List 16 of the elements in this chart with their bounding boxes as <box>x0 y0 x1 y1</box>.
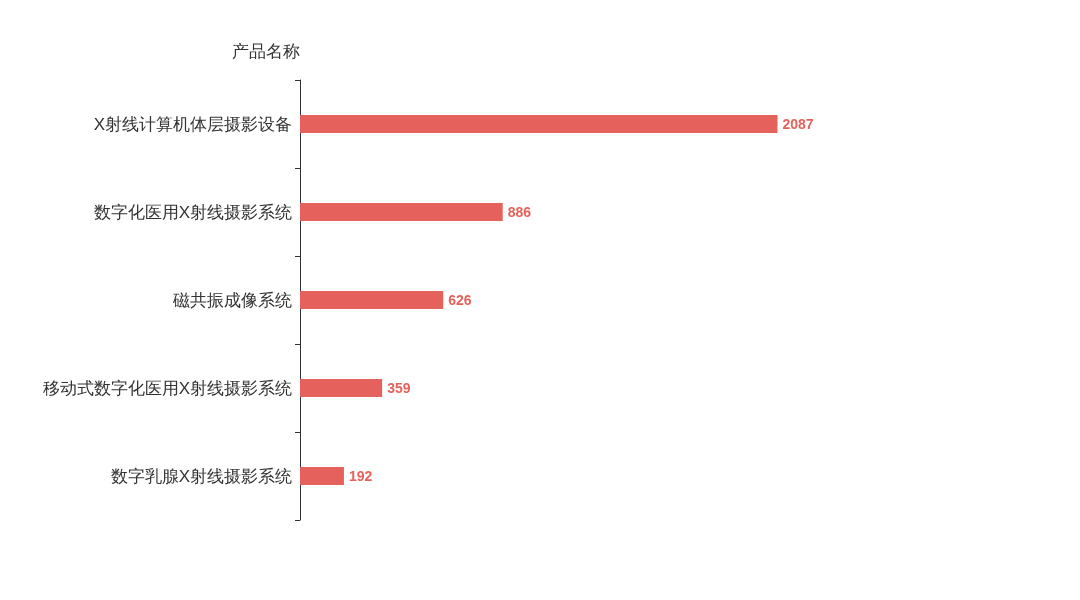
y-tick-label: 移动式数字化医用X射线摄影系统 <box>42 378 292 398</box>
data-label: 359 <box>387 380 411 396</box>
y-tick-label: 数字乳腺X射线摄影系统 <box>110 466 292 486</box>
y-tick-label: 磁共振成像系统 <box>172 290 292 310</box>
y-axis-title: 产品名称 <box>232 42 300 61</box>
bar <box>300 291 444 309</box>
data-label: 626 <box>448 292 472 308</box>
data-label: 2087 <box>782 116 814 132</box>
bar <box>300 115 778 133</box>
y-tick-label: 数字化医用X射线摄影系统 <box>93 202 292 222</box>
data-label: 192 <box>348 468 373 484</box>
bar <box>300 379 383 397</box>
bar <box>300 467 344 485</box>
data-label: 886 <box>507 204 532 220</box>
bar <box>300 203 503 221</box>
y-tick-label: X射线计算机体层摄影设备 <box>93 114 292 134</box>
